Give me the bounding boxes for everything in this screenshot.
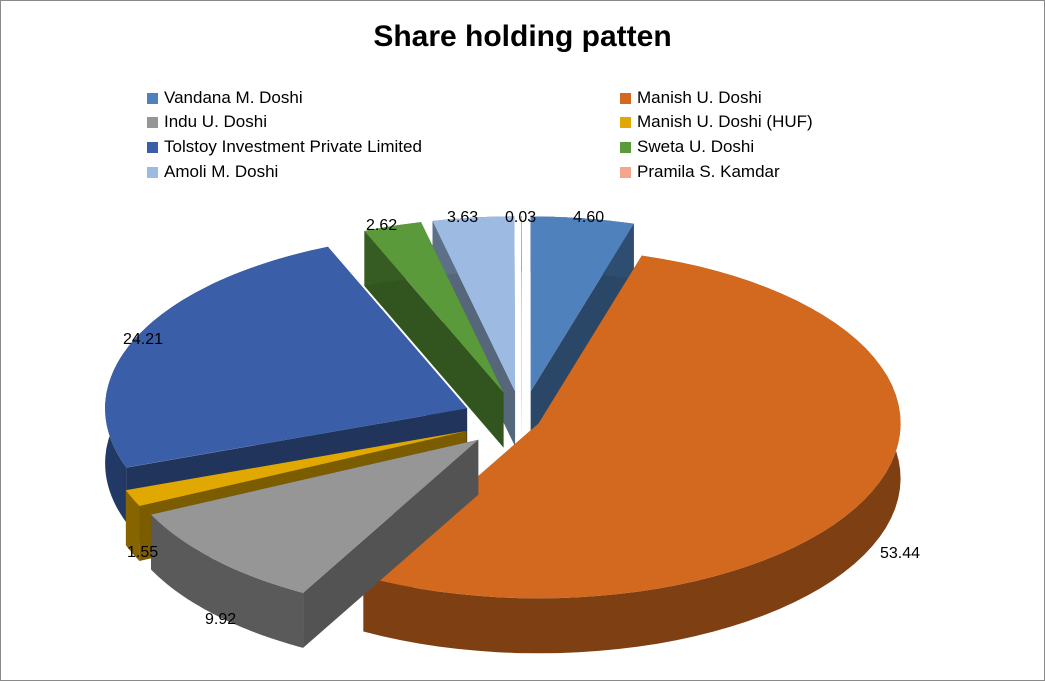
slice-top [364, 222, 504, 393]
legend-label: Manish U. Doshi [637, 88, 762, 107]
pie-slices [105, 216, 901, 654]
legend-swatch [147, 92, 158, 104]
legend-item-manish: Manish U. Doshi [620, 87, 762, 109]
pie-slice-vandana-m-doshi [530, 216, 634, 447]
pie-slice-sweta-u-doshi [364, 222, 504, 448]
slice-wall [364, 231, 504, 448]
pie-data-labels: 4.60 53.44 9.92 1.55 24.21 2.62 3.63 0.0… [123, 209, 920, 628]
legend-item-manish-huf: Manish U. Doshi (HUF) [620, 111, 813, 133]
chart-title: Share holding patten [373, 20, 672, 53]
data-label-sweta: 2.62 [366, 217, 397, 234]
legend-label: Indu U. Doshi [164, 112, 267, 131]
legend-item-indu: Indu U. Doshi [147, 111, 267, 133]
slice-top [521, 216, 522, 392]
legend-label: Pramila S. Kamdar [637, 162, 780, 181]
legend-swatch [620, 166, 631, 178]
slice-top [125, 431, 467, 506]
legend-swatch [620, 141, 631, 153]
data-label-manish-huf: 1.55 [127, 544, 158, 561]
pie-slice-indu-u-doshi [151, 439, 479, 648]
legend-item-pramila: Pramila S. Kamdar [620, 161, 780, 183]
slice-side [125, 490, 140, 561]
legend-item-vandana: Vandana M. Doshi [147, 87, 303, 109]
data-label-manish: 53.44 [880, 545, 920, 562]
slice-wall [521, 216, 522, 447]
data-label-vandana: 4.60 [573, 209, 604, 226]
slice-side [151, 514, 304, 648]
data-label-pramila: 0.03 [505, 209, 536, 226]
pie-slice-pramila-s-kamdar [521, 216, 522, 447]
legend-label: Vandana M. Doshi [164, 88, 303, 107]
slice-top [105, 246, 468, 468]
legend-label: Tolstoy Investment Private Limited [164, 137, 422, 156]
slice-wall [530, 223, 634, 447]
slice-top [432, 216, 516, 392]
legend-swatch [147, 141, 158, 153]
slice-top [530, 216, 634, 392]
legend-swatch [620, 116, 631, 128]
legend-swatch [147, 166, 158, 178]
slice-top [363, 255, 901, 599]
slice-side [363, 255, 901, 654]
legend-item-amoli: Amoli M. Doshi [147, 161, 278, 183]
legend-item-sweta: Sweta U. Doshi [620, 136, 754, 158]
legend-label: Amoli M. Doshi [164, 162, 279, 181]
data-label-amoli: 3.63 [447, 209, 478, 226]
legend-swatch [147, 116, 158, 128]
legend-label: Sweta U. Doshi [637, 137, 755, 156]
pie-slice-manish-u-doshi [363, 255, 901, 654]
data-label-tolstoy: 24.21 [123, 331, 163, 348]
legend-item-tolstoy: Tolstoy Investment Private Limited [147, 136, 422, 158]
legend-swatch [620, 92, 631, 104]
data-label-indu: 9.92 [205, 611, 236, 628]
legend-label: Manish U. Doshi (HUF) [637, 112, 813, 131]
slice-top [151, 439, 479, 593]
